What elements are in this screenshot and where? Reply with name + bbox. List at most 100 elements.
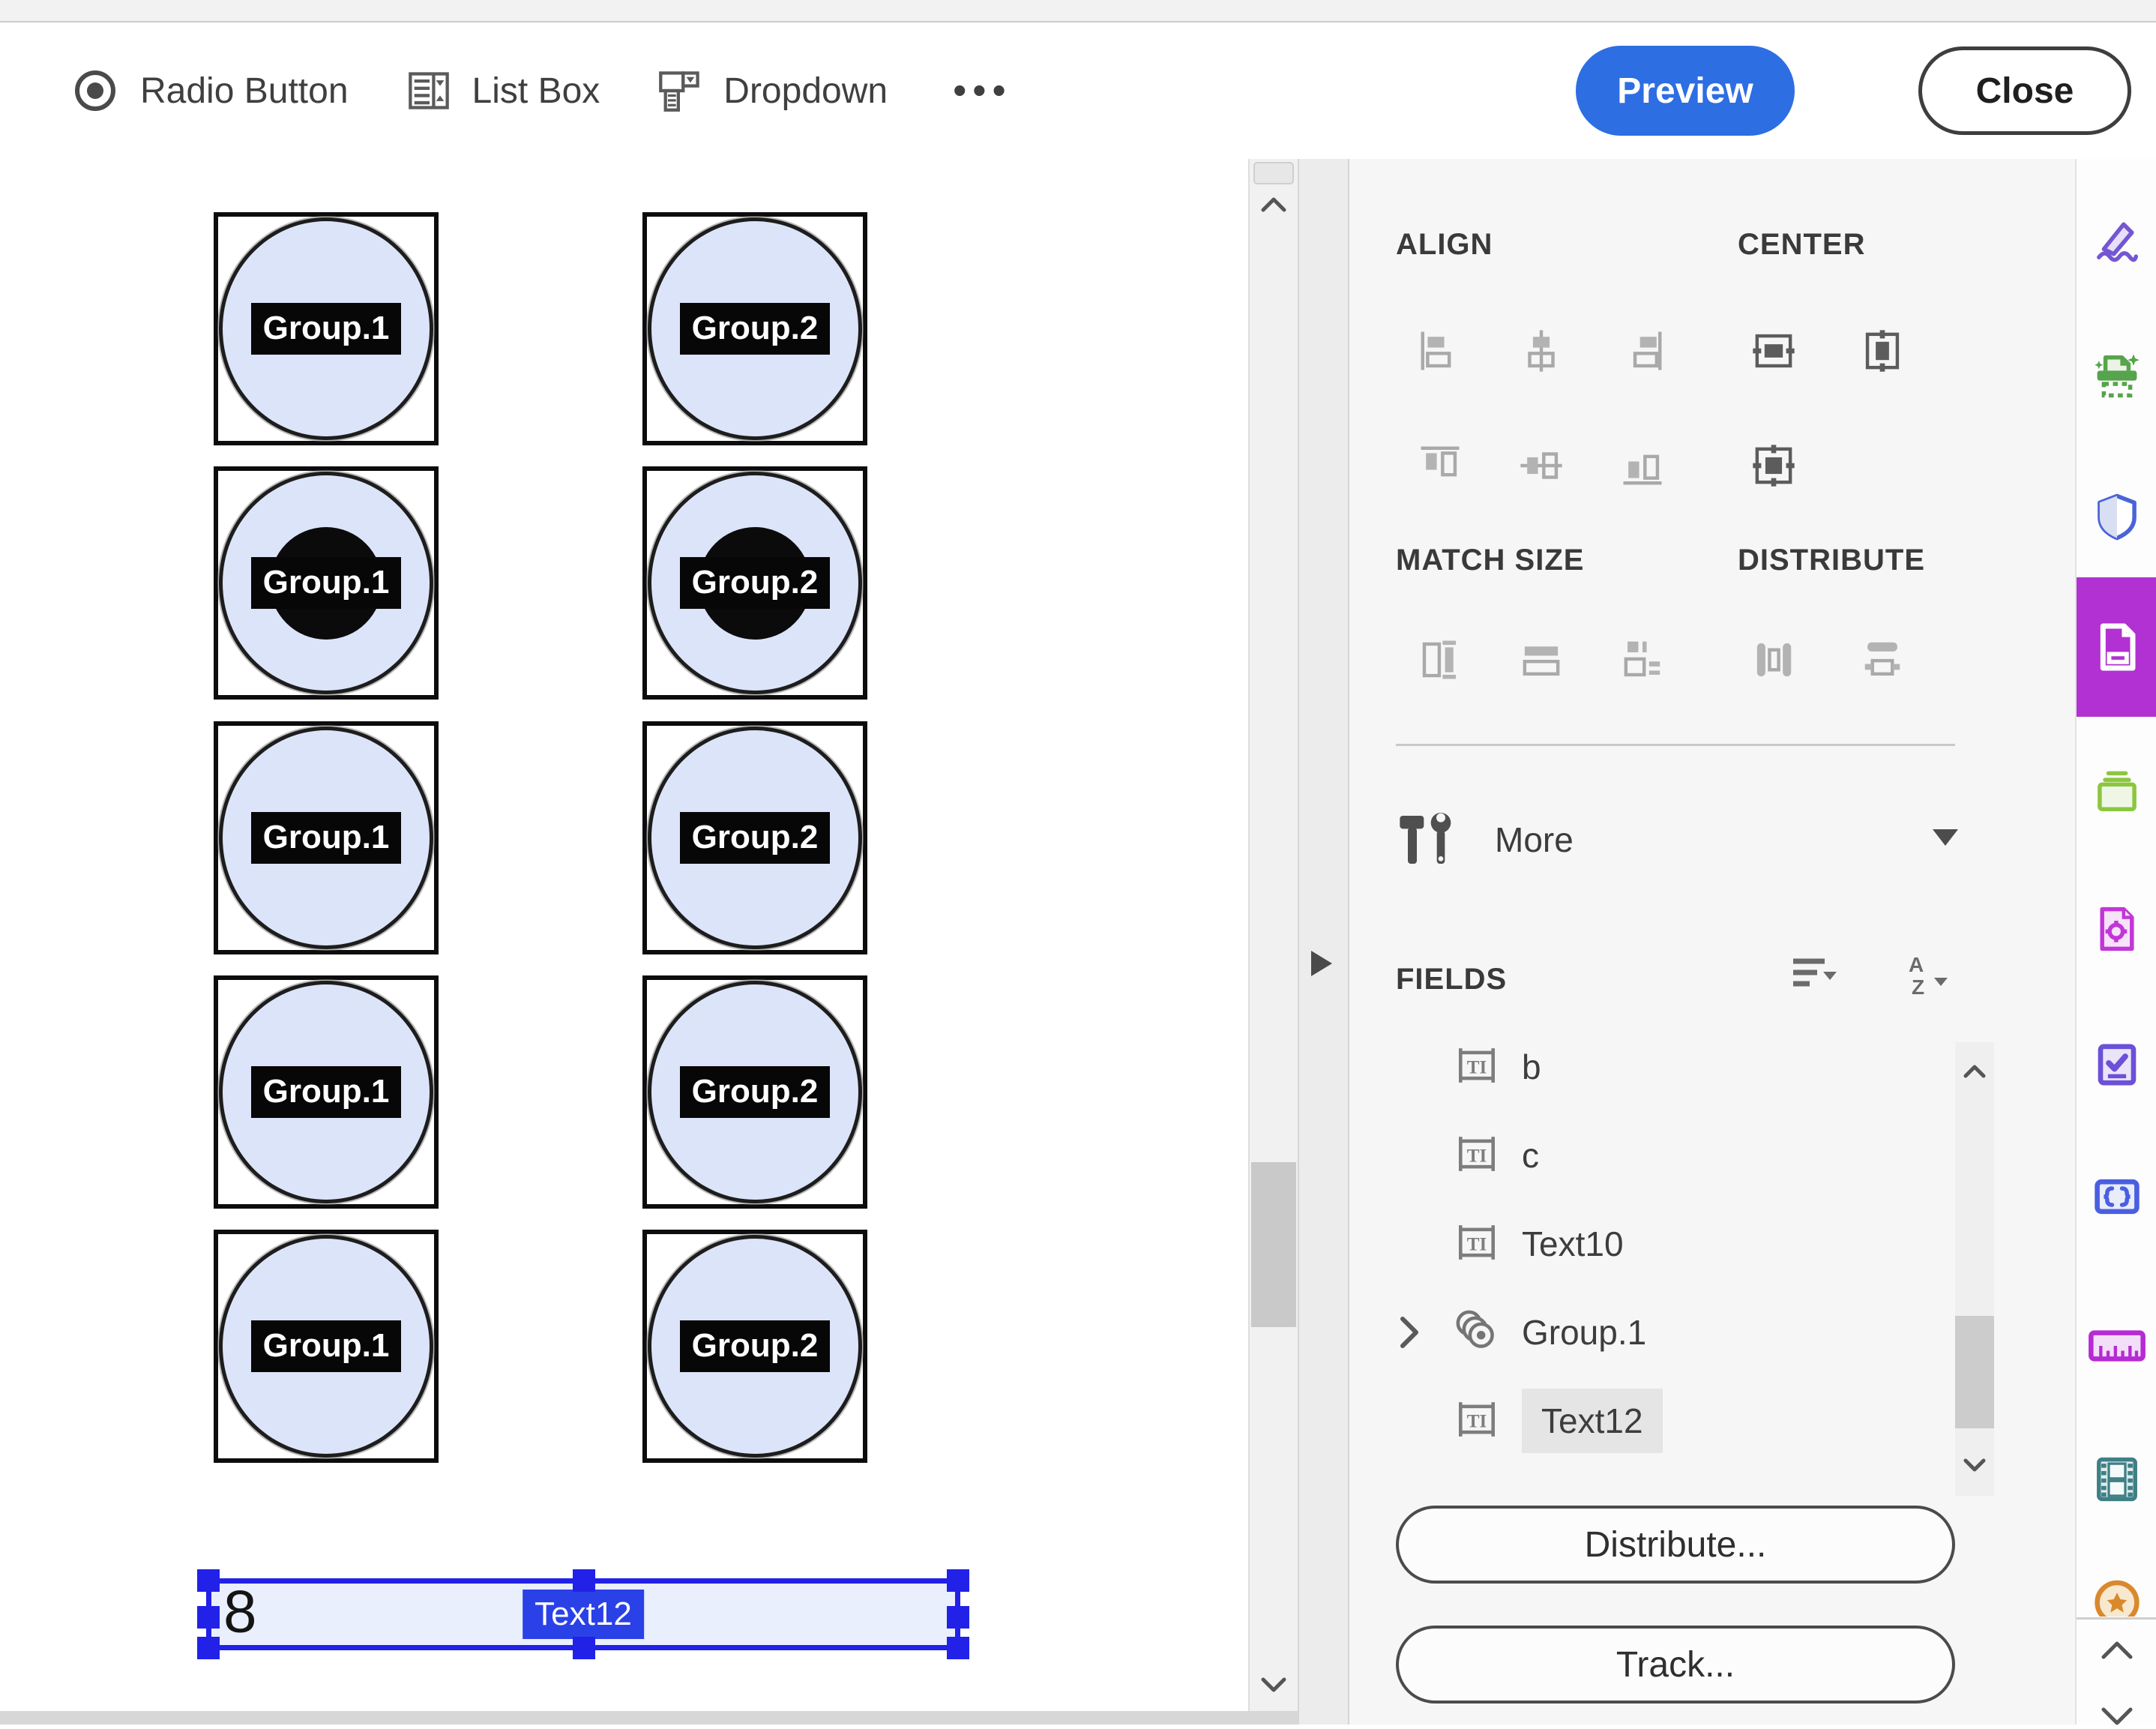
text-field-text12[interactable]: 8 Text12 — [197, 1569, 969, 1659]
ruler-measure-icon[interactable] — [2077, 1329, 2156, 1362]
radio-group-icon — [1453, 1307, 1522, 1359]
fields-sort-order-icon[interactable] — [1790, 952, 1838, 1000]
fields-scrollbar-thumb[interactable] — [1955, 1316, 1994, 1428]
align-right-icon[interactable] — [1619, 328, 1666, 374]
list-box-tool-label: List Box — [472, 70, 600, 111]
distribute-vertically-icon[interactable] — [1750, 637, 1797, 683]
radio-field-group2-row4[interactable]: Group.2 — [642, 975, 867, 1209]
dropdown-tool[interactable]: Dropdown — [657, 68, 888, 113]
archive-tray-icon[interactable] — [2077, 766, 2156, 816]
radio-field-group1-row4[interactable]: Group.1 — [214, 975, 439, 1209]
resize-handle-w[interactable] — [197, 1606, 220, 1629]
radio-group-label: Group.2 — [679, 812, 831, 864]
text-field-name-label: Text12 — [523, 1590, 644, 1639]
scroll-down-icon[interactable] — [1259, 1675, 1289, 1695]
radio-field-group2-row1[interactable]: Group.2 — [642, 212, 867, 445]
center-horizontally-icon[interactable] — [1750, 328, 1797, 374]
fields-sort-alphabetical-icon[interactable]: A Z — [1903, 952, 1951, 1000]
field-row-text12[interactable]: TI Text12 — [1396, 1382, 1951, 1460]
rail-scroll-up-icon[interactable] — [2077, 1638, 2156, 1663]
radio-field-group1-row3[interactable]: Group.1 — [214, 721, 439, 954]
field-row-group1[interactable]: Group.1 — [1396, 1293, 1951, 1371]
align-section-header: ALIGN — [1396, 228, 1493, 261]
radio-field-group1-row5[interactable]: Group.1 — [214, 1230, 439, 1463]
resize-handle-ne[interactable] — [947, 1569, 969, 1592]
align-bottom-icon[interactable] — [1619, 442, 1666, 489]
radio-widget: Group.2 — [648, 981, 862, 1203]
text-field-content: 8 — [223, 1578, 257, 1645]
scrollbar-thumb[interactable] — [1251, 1162, 1296, 1327]
radio-group-label: Group.2 — [679, 557, 831, 609]
document-target-icon[interactable] — [2077, 904, 2156, 954]
close-button[interactable]: Close — [1918, 46, 2131, 135]
field-label: Text10 — [1522, 1224, 1624, 1263]
match-height-icon[interactable] — [1417, 637, 1463, 683]
text-field-icon: TI — [1453, 1041, 1522, 1093]
svg-text:TI: TI — [1467, 1057, 1487, 1077]
track-button[interactable]: Track... — [1396, 1626, 1955, 1704]
scan-printer-icon[interactable] — [2077, 351, 2156, 400]
align-left-icon[interactable] — [1417, 328, 1463, 374]
radio-widget: Group.1 — [219, 217, 433, 440]
expand-chevron-icon[interactable] — [1396, 1314, 1423, 1350]
radio-field-group2-row3[interactable]: Group.2 — [642, 721, 867, 954]
right-tools-rail — [2075, 159, 2156, 1725]
resize-handle-e[interactable] — [947, 1606, 969, 1629]
distribute-horizontally-icon[interactable] — [1859, 637, 1906, 683]
fields-scroll-up-icon[interactable] — [1962, 1063, 1987, 1080]
radio-field-group2-row5[interactable]: Group.2 — [642, 1230, 867, 1463]
align-vertical-center-icon[interactable] — [1518, 442, 1565, 489]
orange-badge-icon[interactable] — [2077, 1575, 2156, 1617]
field-row-b[interactable]: TI b — [1396, 1028, 1951, 1106]
align-horizontal-center-icon[interactable] — [1518, 328, 1565, 374]
list-box-tool[interactable]: List Box — [406, 68, 600, 113]
preview-button[interactable]: Preview — [1576, 46, 1795, 136]
svg-text:Z: Z — [1912, 975, 1924, 999]
more-tools-row[interactable]: More — [1396, 805, 1966, 874]
code-braces-icon[interactable] — [2077, 1172, 2156, 1221]
field-label: Text12 — [1522, 1389, 1663, 1453]
match-width-icon[interactable] — [1518, 637, 1565, 683]
resize-handle-se[interactable] — [947, 1637, 969, 1659]
film-media-icon[interactable] — [2077, 1455, 2156, 1504]
radio-widget: Group.1 — [219, 472, 433, 694]
prepare-form-document-icon[interactable] — [2077, 577, 2156, 717]
radio-widget: Group.1 — [219, 727, 433, 949]
more-tools-ellipsis-icon[interactable]: ••• — [953, 69, 1012, 112]
panel-expand-arrow-icon[interactable] — [1311, 951, 1332, 976]
field-row-c[interactable]: TI c — [1396, 1116, 1951, 1194]
shield-protect-icon[interactable] — [2077, 492, 2156, 541]
signature-pen-icon[interactable] — [2077, 214, 2156, 264]
dropdown-icon — [659, 71, 699, 112]
dropdown-tool-label: Dropdown — [723, 70, 888, 111]
distribute-button[interactable]: Distribute... — [1396, 1506, 1955, 1584]
checkbox-report-icon[interactable] — [2077, 1040, 2156, 1089]
fields-list-scrollbar[interactable] — [1955, 1042, 1994, 1496]
more-dropdown-caret-icon[interactable] — [1933, 829, 1958, 846]
radio-field-group2-row2[interactable]: Group.2 — [642, 466, 867, 700]
text-field-icon: TI — [1453, 1395, 1522, 1447]
rail-scroll-down-icon[interactable] — [2077, 1704, 2156, 1729]
center-vertically-icon[interactable] — [1859, 328, 1906, 374]
fields-scroll-down-icon[interactable] — [1962, 1457, 1987, 1473]
radio-field-group1-row1[interactable]: Group.1 — [214, 212, 439, 445]
canvas-vertical-scrollbar[interactable] — [1248, 159, 1298, 1711]
resize-handle-s[interactable] — [573, 1637, 595, 1659]
radio-field-group1-row2[interactable]: Group.1 — [214, 466, 439, 700]
tools-icon — [1400, 813, 1451, 864]
field-row-text10[interactable]: TI Text10 — [1396, 1205, 1951, 1283]
scroll-up-icon[interactable] — [1259, 195, 1289, 214]
align-top-icon[interactable] — [1417, 442, 1463, 489]
resize-handle-nw[interactable] — [197, 1569, 220, 1592]
canvas-horizontal-scrollbar[interactable] — [0, 1711, 1298, 1725]
radio-button-tool[interactable]: Radio Button — [71, 67, 349, 115]
center-both-icon[interactable] — [1750, 442, 1797, 489]
resize-handle-n[interactable] — [573, 1569, 595, 1592]
radio-group-label: Group.2 — [679, 1066, 831, 1118]
match-both-icon[interactable] — [1619, 637, 1666, 683]
resize-handle-sw[interactable] — [197, 1637, 220, 1659]
radio-group-label: Group.1 — [250, 1066, 402, 1118]
toolbar-left-group: Radio Button List Box — [71, 22, 1012, 159]
text-field-icon: TI — [1453, 1130, 1522, 1182]
fields-section-header: FIELDS — [1396, 963, 1508, 996]
